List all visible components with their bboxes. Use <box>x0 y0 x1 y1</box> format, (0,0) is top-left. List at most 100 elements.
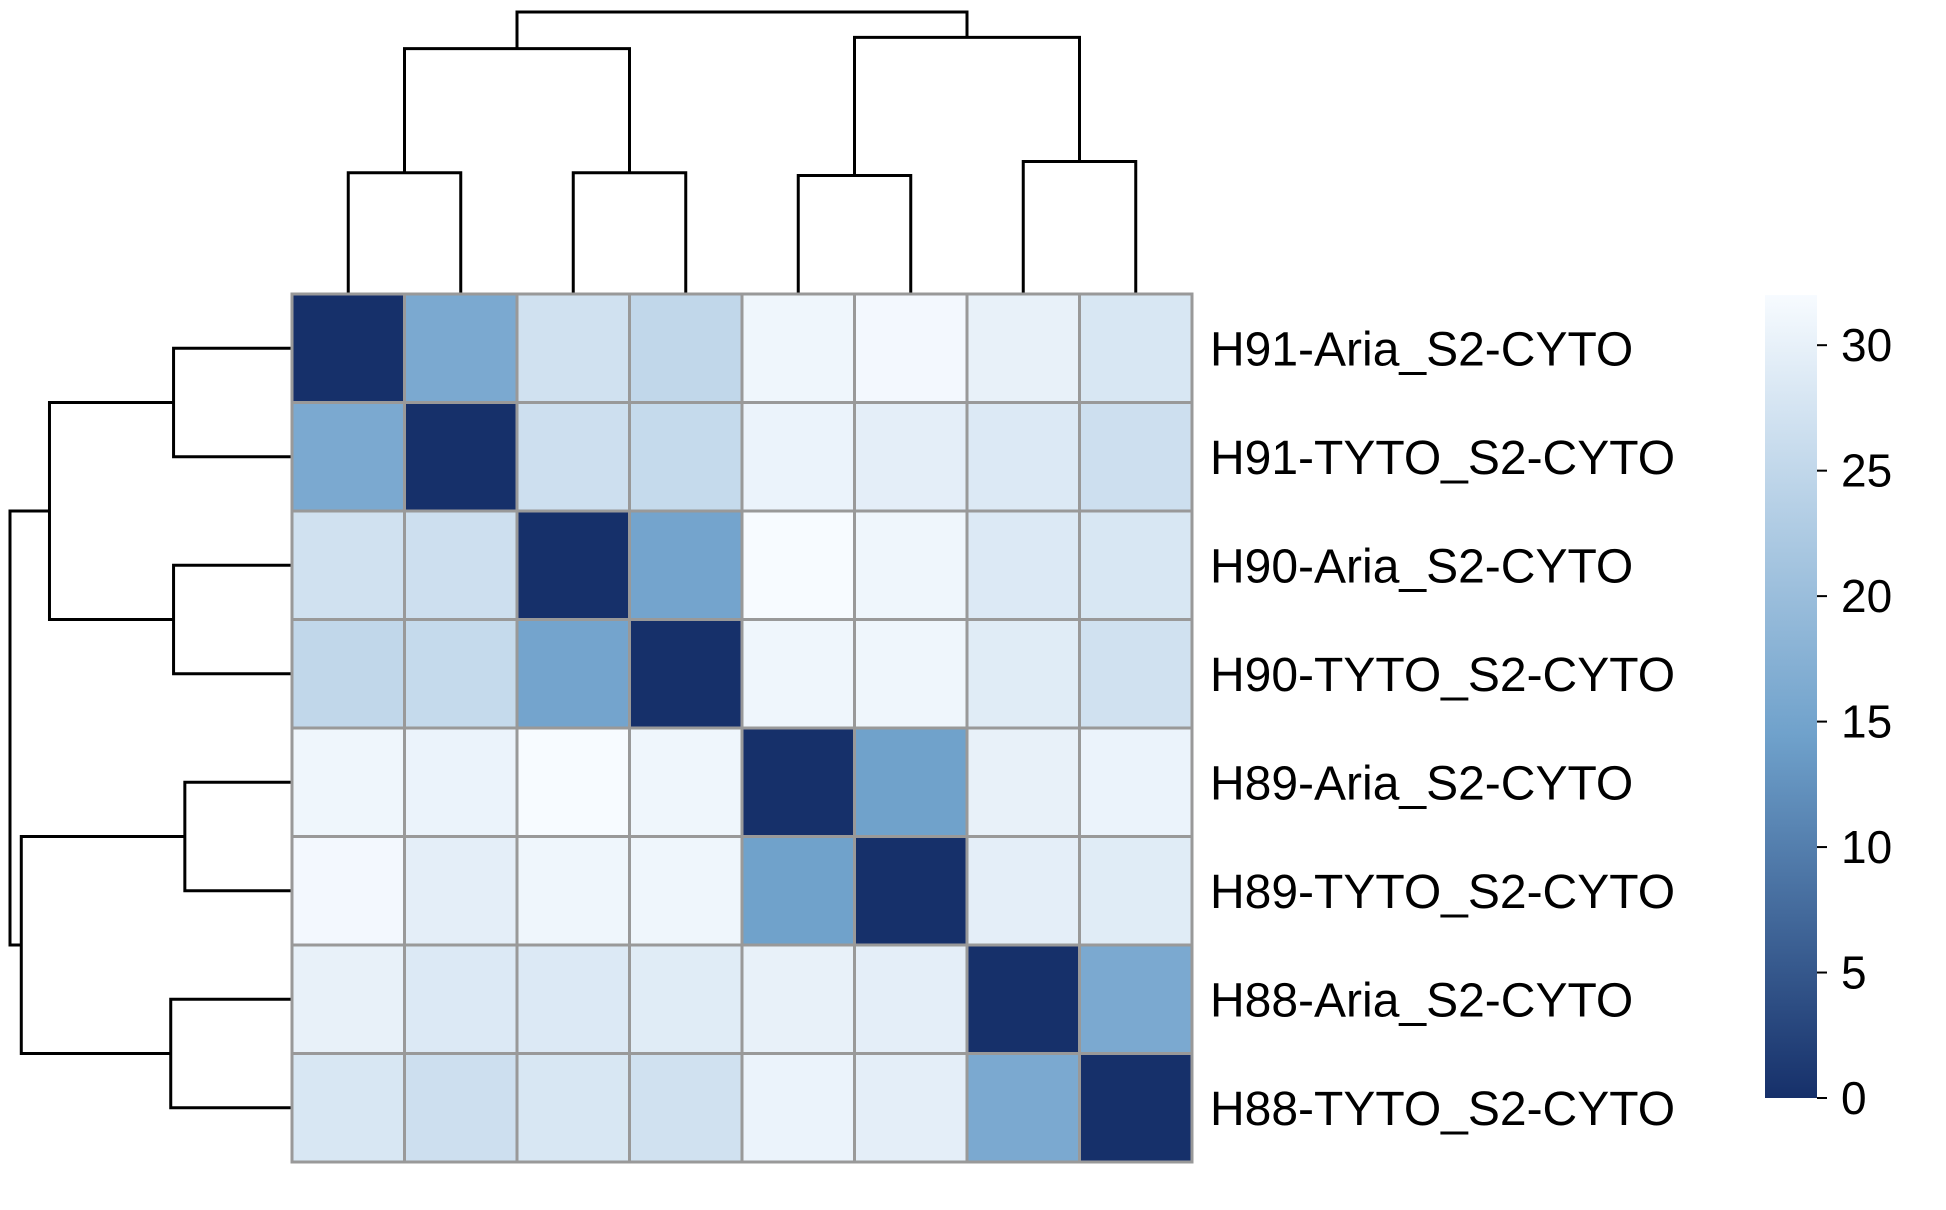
heatmap-cell <box>965 618 1081 730</box>
heatmap-cell <box>515 292 631 404</box>
heatmap-cell <box>403 292 519 404</box>
color-legend: 0 5 10 15 20 25 30 <box>1765 295 1892 1124</box>
heatmap-cell <box>628 292 744 404</box>
heatmap-cell <box>403 943 519 1055</box>
heatmap-cell <box>853 943 969 1055</box>
heatmap-cell <box>965 509 1081 621</box>
heatmap-cell <box>1078 618 1194 730</box>
heatmap-cell <box>740 509 856 621</box>
heatmap-cell <box>628 509 744 621</box>
heatmap-cell <box>515 509 631 621</box>
heatmap-cell <box>515 943 631 1055</box>
heatmap-cell <box>290 292 406 404</box>
heatmap-cell <box>1078 292 1194 404</box>
heatmap-cell <box>290 726 406 838</box>
heatmap-cell <box>965 1052 1081 1164</box>
row-label: H91-Aria_S2-CYTO <box>1210 323 1633 376</box>
legend-tick-label: 0 <box>1841 1072 1867 1124</box>
heatmap-cell <box>965 401 1081 513</box>
heatmap-cell <box>853 509 969 621</box>
heatmap-cell <box>1078 1052 1194 1164</box>
dendrogram-branch <box>853 35 1081 176</box>
dendrogram-branch <box>796 174 913 294</box>
dendrogram-branch <box>8 509 50 947</box>
row-label: H90-TYTO_S2-CYTO <box>1210 649 1675 702</box>
legend-tick-label: 20 <box>1841 570 1892 622</box>
dendrogram-branch <box>515 10 969 49</box>
heatmap-cell <box>628 835 744 947</box>
heatmap-cell <box>515 726 631 838</box>
heatmap-cell <box>1078 401 1194 513</box>
row-label: H88-Aria_S2-CYTO <box>1210 974 1633 1027</box>
heatmap-cell <box>740 618 856 730</box>
heatmap-cell <box>1078 509 1194 621</box>
heatmap-cell <box>290 509 406 621</box>
heatmap-cell <box>403 509 519 621</box>
row-label: H89-Aria_S2-CYTO <box>1210 757 1633 810</box>
dendrogram-branch <box>172 346 292 459</box>
heatmap-cell <box>740 401 856 513</box>
heatmap-cell <box>515 835 631 947</box>
heatmap-cell <box>290 618 406 730</box>
dendrogram-branch <box>346 171 463 294</box>
heatmap-cell <box>403 401 519 513</box>
heatmap-cell <box>1078 943 1194 1055</box>
heatmap-cell <box>965 943 1081 1055</box>
legend-tick-label: 10 <box>1841 821 1892 873</box>
heatmap-cell <box>853 726 969 838</box>
heatmap-cell <box>403 618 519 730</box>
heatmap-cell <box>403 1052 519 1164</box>
row-dendrogram <box>8 346 292 1110</box>
legend-tick-label: 15 <box>1841 696 1892 748</box>
heatmap-cell <box>628 401 744 513</box>
heatmap-cell <box>290 835 406 947</box>
heatmap-cell <box>628 726 744 838</box>
dendrogram-branch <box>47 401 174 621</box>
heatmap-cell <box>740 726 856 838</box>
dendrogram-branch <box>19 835 185 1055</box>
legend-tick-label: 5 <box>1841 947 1867 999</box>
heatmap-cell <box>515 1052 631 1164</box>
heatmap-cell <box>628 618 744 730</box>
heatmap-cell <box>290 943 406 1055</box>
heatmap-cell <box>628 943 744 1055</box>
column-dendrogram <box>346 10 1138 294</box>
heatmap-cell <box>1078 726 1194 838</box>
heatmap-cell <box>965 292 1081 404</box>
heatmap-cell <box>290 401 406 513</box>
dendrogram-branch <box>403 47 631 173</box>
heatmap-cell <box>853 292 969 404</box>
dendrogram-branch <box>183 780 292 893</box>
heatmap-cell <box>515 618 631 730</box>
heatmap-cell <box>853 1052 969 1164</box>
row-label: H89-TYTO_S2-CYTO <box>1210 866 1675 919</box>
legend-tick-label: 25 <box>1841 445 1892 497</box>
heatmap-cell <box>853 618 969 730</box>
heatmap-cell <box>740 292 856 404</box>
heatmap-cell <box>965 835 1081 947</box>
dendrogram-branch <box>1021 159 1138 294</box>
row-labels: H91-Aria_S2-CYTO H91-TYTO_S2-CYTO H90-Aria… <box>1210 323 1675 1136</box>
color-legend-ticks: 0 5 10 15 20 25 30 <box>1817 319 1892 1124</box>
heatmap-cell <box>965 726 1081 838</box>
heatmap-cell <box>740 1052 856 1164</box>
heatmap-cell <box>1078 835 1194 947</box>
dendrogram-branch <box>172 563 292 676</box>
color-legend-bar <box>1765 295 1817 1098</box>
heatmap-cell <box>853 401 969 513</box>
legend-tick-label: 30 <box>1841 319 1892 371</box>
dendrogram-branch <box>169 997 292 1110</box>
heatmap-cell <box>515 401 631 513</box>
row-label: H91-TYTO_S2-CYTO <box>1210 432 1675 485</box>
heatmap-cell <box>628 1052 744 1164</box>
row-label: H90-Aria_S2-CYTO <box>1210 540 1633 593</box>
heatmap-cell <box>740 835 856 947</box>
heatmap-cell <box>403 726 519 838</box>
heatmap-cell <box>403 835 519 947</box>
heatmap-cell <box>853 835 969 947</box>
heatmap-cells <box>290 292 1194 1164</box>
heatmap-cell <box>290 1052 406 1164</box>
heatmap-cell <box>740 943 856 1055</box>
dendrogram-branch <box>571 171 688 294</box>
